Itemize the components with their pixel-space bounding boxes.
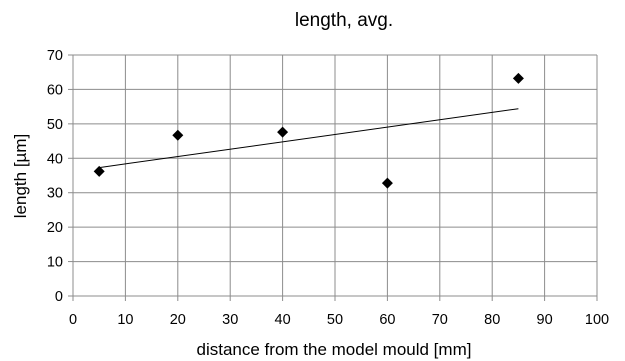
gridlines	[73, 54, 598, 296]
y-tick-label: 10	[47, 255, 63, 271]
y-tick-label: 0	[55, 289, 63, 305]
trendline	[99, 108, 519, 169]
x-axis-label: distance from the model mould [mm]	[197, 340, 472, 359]
x-tick-label: 100	[585, 312, 609, 328]
y-tick-label: 20	[47, 220, 63, 236]
y-axis-label: length [µm]	[11, 134, 30, 218]
y-tick-label: 50	[47, 117, 63, 133]
x-tick-label: 60	[379, 312, 395, 328]
x-tick-label: 20	[170, 312, 186, 328]
data-point	[277, 126, 289, 138]
data-point	[172, 129, 184, 141]
y-tick-label: 30	[47, 186, 63, 202]
tick-labels: 0 10 20 30 40 50 60 70 0 10 20 30 40 50 60 70 80 90 100	[47, 48, 609, 328]
x-tick-label: 90	[537, 312, 553, 328]
data-point	[381, 177, 393, 189]
data-point	[512, 72, 524, 84]
y-tick-label: 60	[47, 82, 63, 98]
x-tick-label: 0	[69, 312, 77, 328]
data-point	[93, 165, 105, 177]
x-tick-label: 30	[222, 312, 238, 328]
x-tick-label: 50	[327, 312, 343, 328]
x-tick-label: 10	[117, 312, 133, 328]
x-tick-label: 40	[275, 312, 291, 328]
y-tick-label: 70	[47, 48, 63, 64]
trendline-layer	[99, 108, 519, 169]
y-tick-label: 40	[47, 151, 63, 167]
axes	[68, 54, 598, 301]
x-tick-label: 70	[432, 312, 448, 328]
data-points	[93, 72, 524, 189]
x-tick-label: 80	[484, 312, 500, 328]
chart-title: length, avg.	[295, 10, 393, 31]
